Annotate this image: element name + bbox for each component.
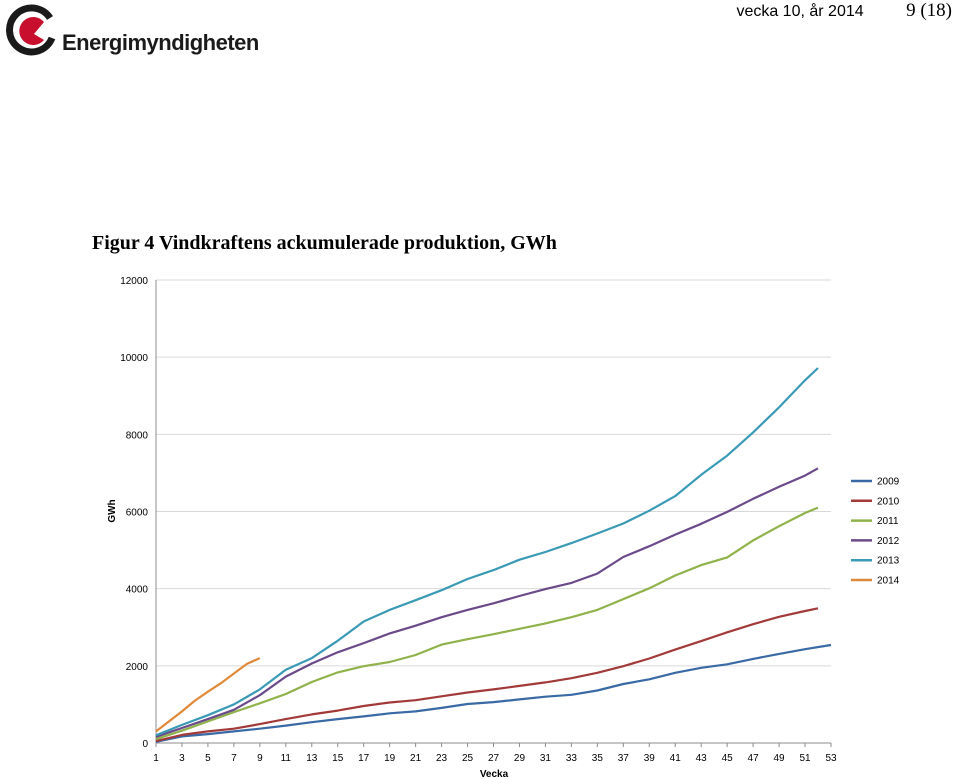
- x-tick-label: 29: [514, 753, 526, 764]
- x-tick-label: 23: [436, 753, 448, 764]
- series-line-2014: [155, 657, 261, 733]
- x-tick-label: 15: [332, 753, 344, 764]
- y-tick-label: 8000: [126, 430, 149, 441]
- series-line-2013: [155, 367, 819, 737]
- legend-label-2011: 2011: [877, 516, 899, 527]
- logo-swirl-dark: [6, 4, 56, 56]
- x-tick-label: 33: [566, 753, 578, 764]
- week-label: vecka 10, år 2014: [736, 3, 864, 20]
- legend-label-2010: 2010: [877, 496, 900, 507]
- logo-swirl-icon: [6, 4, 56, 56]
- logo-text: Energimyndigheten: [62, 30, 259, 55]
- x-tick-label: 35: [592, 753, 604, 764]
- series-line-2009: [155, 643, 832, 743]
- x-tick-label: 45: [722, 753, 734, 764]
- x-tick-label: 51: [799, 753, 811, 764]
- x-tick-label: 3: [179, 753, 185, 764]
- x-tick-label: 43: [696, 753, 708, 764]
- page-number: 9 (18): [906, 0, 952, 21]
- series-line-2010: [155, 607, 819, 743]
- y-tick-label: 2000: [126, 662, 149, 673]
- x-tick-label: 25: [462, 753, 474, 764]
- x-tick-label: 11: [281, 753, 292, 764]
- x-tick-label: 31: [540, 753, 552, 764]
- legend-label-2013: 2013: [877, 556, 900, 567]
- x-tick-label: 37: [618, 753, 630, 764]
- series-line-2011: [155, 506, 819, 741]
- x-tick-label: 47: [748, 753, 760, 764]
- x-tick-label: 49: [774, 753, 786, 764]
- y-axis-label: GWh: [107, 499, 118, 522]
- x-tick-label: 13: [306, 753, 318, 764]
- legend-label-2009: 2009: [877, 477, 900, 488]
- x-tick-label: 5: [205, 753, 211, 764]
- y-tick-label: 4000: [126, 585, 149, 596]
- x-axis-label: Vecka: [480, 769, 509, 779]
- grid-lines: [156, 279, 831, 667]
- x-axis-ticks: 1 3 5 7 9 11 13 15 17 19 21 23 25 27 29 31 33 35 37 39 41 43 4…: [153, 743, 837, 764]
- x-tick-label: 17: [358, 753, 370, 764]
- x-tick-label: 1: [153, 753, 159, 764]
- x-tick-label: 7: [231, 753, 237, 764]
- y-tick-label: 12000: [120, 276, 148, 287]
- legend: 2009 2010 2011 2012 2013 2014: [851, 477, 900, 587]
- series-line-2012: [155, 467, 819, 738]
- y-tick-label: 0: [142, 739, 148, 750]
- x-tick-label: 19: [384, 753, 396, 764]
- x-tick-label: 53: [825, 753, 837, 764]
- y-tick-label: 6000: [126, 508, 149, 519]
- x-tick-label: 39: [644, 753, 656, 764]
- energimyndigheten-logo: Energimyndigheten: [6, 4, 259, 64]
- x-tick-label: 21: [410, 753, 422, 764]
- legend-label-2014: 2014: [877, 576, 900, 587]
- y-tick-label: 10000: [120, 353, 148, 364]
- legend-label-2012: 2012: [877, 536, 900, 547]
- page-header: vecka 10, år 2014 9 (18): [736, 0, 952, 22]
- x-tick-label: 41: [670, 753, 682, 764]
- x-tick-label: 27: [488, 753, 500, 764]
- logo-swirl-red: [19, 17, 44, 46]
- x-tick-label: 9: [257, 753, 263, 764]
- y-axis-ticks: 0 2000 4000 6000 8000 10000 12000: [120, 276, 148, 750]
- figure-title: Figur 4 Vindkraftens ackumulerade produk…: [92, 232, 557, 254]
- series-lines: [155, 367, 832, 743]
